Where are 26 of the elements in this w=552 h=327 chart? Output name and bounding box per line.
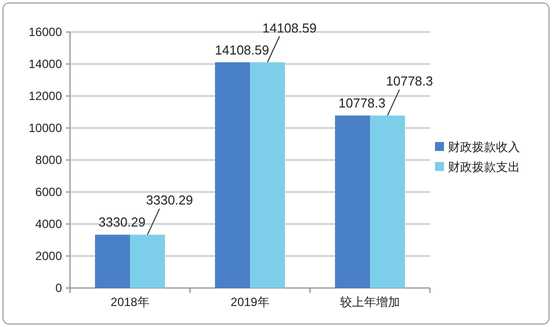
y-tick-label: 14000 xyxy=(28,57,62,71)
y-tick-label: 16000 xyxy=(28,25,62,39)
data-label: 14108.59 xyxy=(262,20,317,36)
data-label: 10778.3 xyxy=(338,96,386,111)
x-tick-label: 较上年增加 xyxy=(340,295,400,309)
y-tick-label: 12000 xyxy=(28,89,62,103)
data-label: 10778.3 xyxy=(386,74,433,89)
legend-label: 财政拨款收入 xyxy=(448,140,520,154)
y-tick-label: 8000 xyxy=(35,153,62,167)
y-tick-label: 2000 xyxy=(35,249,62,263)
y-tick-label: 6000 xyxy=(35,185,62,199)
x-tick-label: 2018年 xyxy=(110,295,150,309)
data-label: 3330.29 xyxy=(98,214,146,230)
data-label: 14108.59 xyxy=(214,42,270,58)
y-tick-label: 10000 xyxy=(28,121,62,135)
legend-label: 财政拨款支出 xyxy=(448,160,520,174)
y-tick-label: 0 xyxy=(55,281,62,295)
bar xyxy=(250,62,285,288)
bar xyxy=(335,116,370,288)
bar xyxy=(215,62,250,288)
y-tick-label: 4000 xyxy=(35,217,62,231)
bar xyxy=(370,116,405,288)
bar xyxy=(130,234,165,288)
data-label: 3330.29 xyxy=(146,192,193,208)
x-tick-label: 2019年 xyxy=(230,295,270,309)
bar xyxy=(95,234,130,288)
